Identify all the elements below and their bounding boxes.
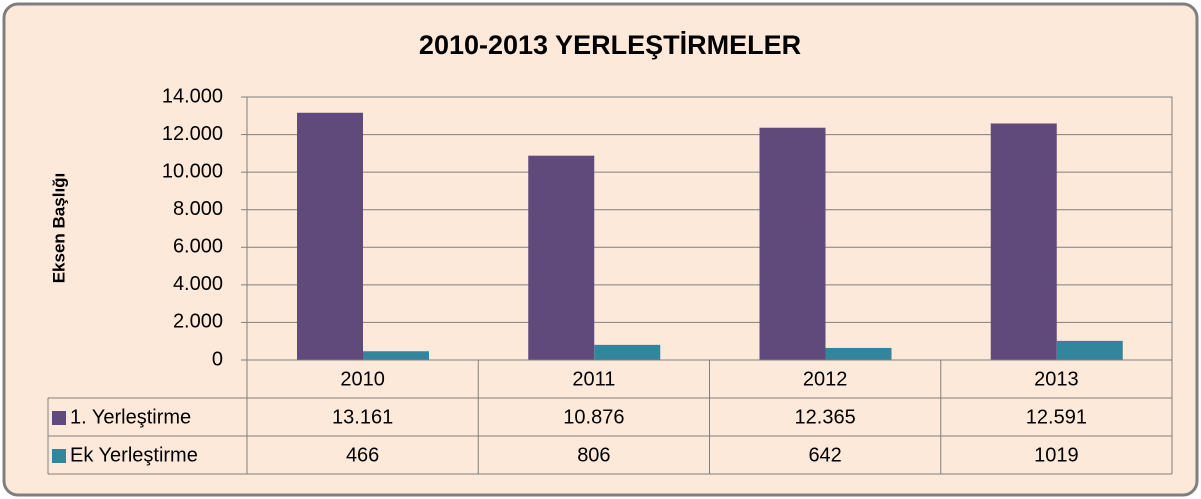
bar [990,123,1057,360]
chart-title: 2010-2013 YERLEŞTİRMELER [419,30,801,60]
bar [594,344,661,360]
y-tick-label: 14.000 [162,85,223,107]
bar [1056,340,1123,360]
y-tick-label: 8.000 [173,198,223,220]
legend-swatch [52,411,66,425]
y-tick-label: 0 [212,348,223,370]
bar [825,347,892,360]
legend-label: 1. Yerleştirme [70,406,191,428]
y-tick-label: 6.000 [173,236,223,258]
x-tick-label: 2013 [1034,368,1079,390]
y-axis-label: Eksen Başlığı [49,173,68,284]
table-value: 466 [346,444,379,466]
bar [363,351,429,360]
x-tick-label: 2012 [803,368,848,390]
x-tick-label: 2011 [572,368,615,390]
table-value: 12.365 [795,406,856,428]
table-value: 642 [808,444,841,466]
y-tick-label: 12.000 [162,123,223,145]
x-tick-label: 2010 [340,368,385,390]
legend-label: Ek Yerleştirme [70,444,198,466]
table-value: 13.161 [332,406,393,428]
bar [528,155,595,360]
bar [759,127,826,360]
y-tick-label: 2.000 [173,311,223,333]
table-value: 12.591 [1026,406,1087,428]
y-tick-label: 4.000 [173,273,223,295]
table-value: 10.876 [563,406,624,428]
legend-swatch [52,449,66,463]
y-tick-label: 10.000 [162,160,223,182]
bar [297,112,363,360]
table-value: 806 [577,444,610,466]
table-value: 1019 [1034,444,1079,466]
